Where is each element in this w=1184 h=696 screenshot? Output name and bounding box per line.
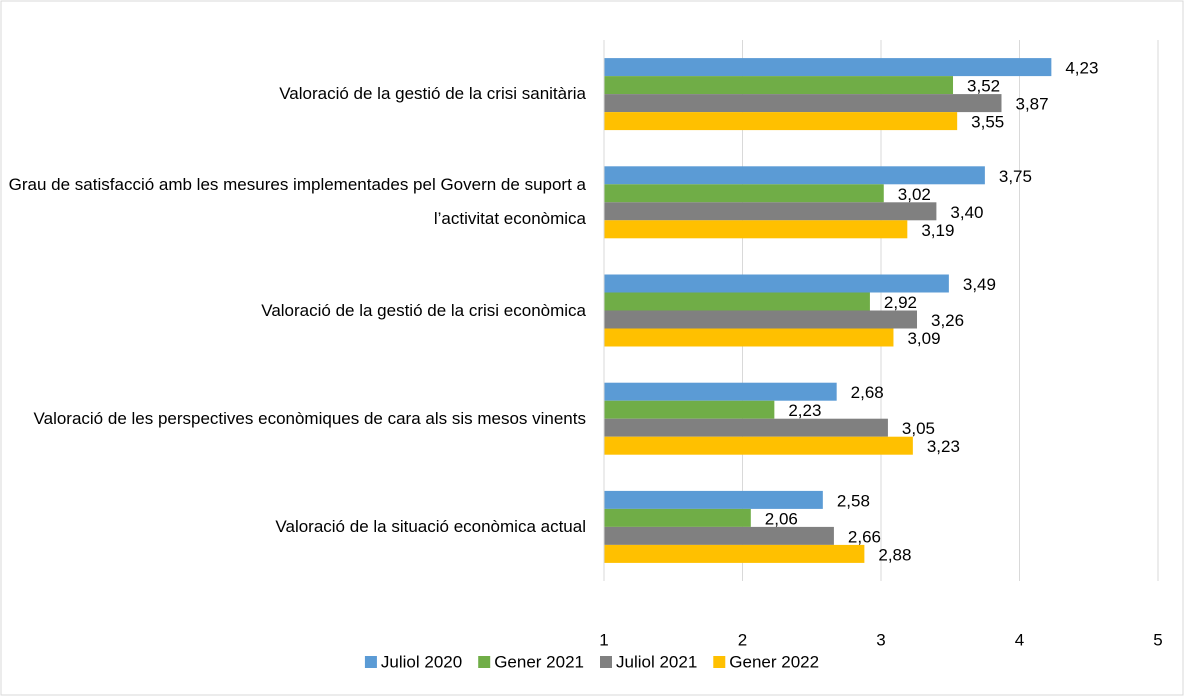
data-label: 2,68 [851, 383, 884, 402]
bar [604, 382, 837, 401]
category-label: Valoració de la situació econòmica actua… [275, 516, 586, 536]
data-label: 2,06 [765, 509, 798, 528]
legend-label: Juliol 2020 [381, 652, 462, 671]
data-label: 2,92 [884, 293, 917, 312]
bar [604, 436, 913, 455]
legend-swatch [478, 656, 491, 668]
bar [604, 94, 1002, 113]
data-label: 3,02 [898, 185, 931, 204]
bar [604, 310, 918, 329]
data-label: 3,52 [967, 77, 1000, 96]
data-label: 2,88 [878, 545, 911, 564]
bar [604, 544, 865, 563]
x-tick-label: 5 [1153, 630, 1162, 649]
bar [604, 490, 823, 509]
legend-swatch [600, 656, 612, 668]
legend-label: Juliol 2021 [616, 652, 697, 671]
data-label: 3,49 [963, 275, 996, 294]
bar [604, 76, 954, 95]
data-label: 3,05 [902, 419, 935, 438]
data-label: 3,87 [1015, 95, 1048, 114]
bar [604, 220, 908, 239]
data-label: 2,66 [848, 527, 881, 546]
x-tick-label: 2 [738, 630, 747, 649]
x-tick-label: 1 [599, 630, 608, 649]
data-label: 3,23 [927, 437, 960, 456]
data-label: 3,75 [999, 167, 1032, 186]
data-label: 2,23 [788, 401, 821, 420]
data-label: 3,19 [921, 221, 954, 240]
x-tick-label: 3 [876, 630, 885, 649]
data-label: 3,09 [907, 329, 940, 348]
legend-swatch [713, 656, 726, 668]
data-label: 3,55 [971, 113, 1004, 132]
bar [604, 112, 958, 131]
data-label: 3,26 [931, 311, 964, 330]
data-label: 3,40 [950, 203, 983, 222]
data-label: 2,58 [837, 491, 870, 510]
legend-swatch [364, 656, 377, 668]
legend-label: Gener 2021 [494, 652, 584, 671]
legend-label: Gener 2022 [729, 652, 819, 671]
category-label: Grau de satisfacció amb les mesures impl… [8, 175, 586, 229]
bar [604, 292, 870, 311]
x-tick-label: 4 [1015, 630, 1024, 649]
bar [604, 328, 894, 347]
bar [604, 400, 775, 419]
bar [604, 508, 751, 527]
bar [604, 184, 884, 203]
bar [604, 166, 985, 185]
category-label: Valoració de les perspectives econòmique… [33, 408, 586, 428]
bar [604, 202, 937, 221]
bar [604, 58, 1052, 77]
category-label: Valoració de la gestió de la crisi econò… [261, 300, 586, 320]
bar [604, 274, 949, 293]
data-label: 4,23 [1065, 59, 1098, 78]
bar [604, 418, 888, 437]
bar [604, 526, 834, 545]
category-label: Valoració de la gestió de la crisi sanit… [279, 84, 586, 104]
